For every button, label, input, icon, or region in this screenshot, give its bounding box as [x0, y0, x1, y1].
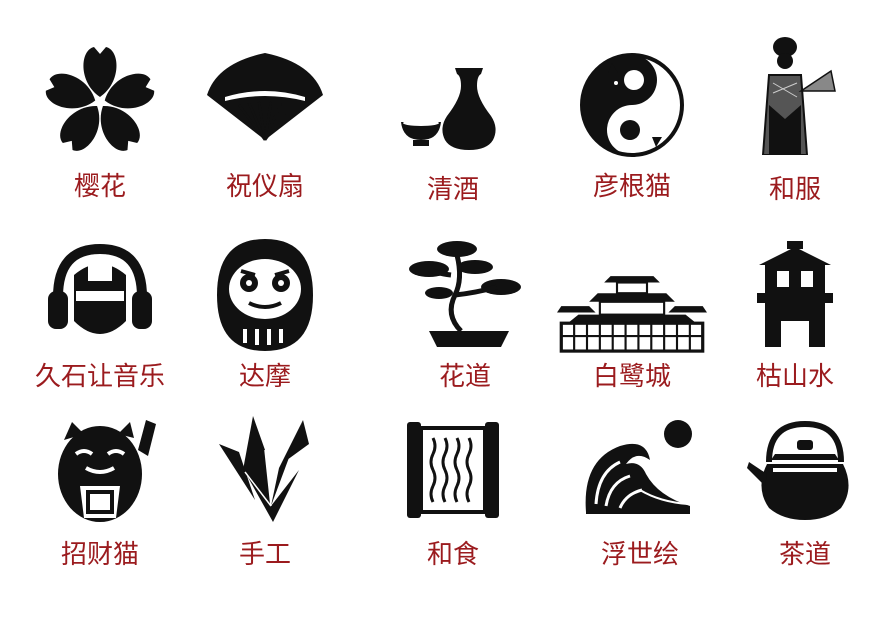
label-fan: 祝仪扇 — [225, 172, 304, 202]
yin-yang-cats-icon — [572, 45, 692, 165]
bonsai-tree-icon — [405, 235, 525, 355]
folding-fan-icon — [205, 35, 325, 155]
label-ikebana: 花道 — [438, 362, 491, 392]
kimono-woman-icon — [735, 35, 855, 155]
label-hikone-cat: 彦根猫 — [592, 172, 671, 202]
iron-teapot-icon — [745, 410, 865, 530]
label-handcraft: 手工 — [238, 540, 291, 570]
daruma-doll-icon — [205, 235, 325, 355]
scroll-menu-icon — [393, 410, 513, 530]
label-himeji: 白鹭城 — [592, 362, 671, 392]
label-kimono: 和服 — [768, 175, 821, 205]
himeji-castle-icon — [557, 255, 707, 375]
great-wave-icon — [580, 410, 700, 530]
sake-bottle-cup-icon — [393, 40, 513, 160]
stone-lantern-icon — [735, 235, 855, 355]
label-sake: 清酒 — [426, 175, 479, 205]
headphones-face-icon — [40, 235, 160, 355]
label-tea-ceremony: 茶道 — [778, 540, 831, 570]
label-washoku: 和食 — [426, 540, 479, 570]
sakura-flower-icon — [40, 40, 160, 160]
label-maneki-neko: 招财猫 — [60, 540, 139, 570]
paper-crane-icon — [205, 410, 325, 530]
label-sakura: 樱花 — [73, 172, 126, 202]
label-hisaishi: 久石让音乐 — [34, 362, 165, 392]
lucky-cat-icon — [40, 410, 160, 530]
label-karesansui: 枯山水 — [755, 362, 834, 392]
label-ukiyoe: 浮世绘 — [600, 540, 679, 570]
label-daruma: 达摩 — [238, 362, 291, 392]
